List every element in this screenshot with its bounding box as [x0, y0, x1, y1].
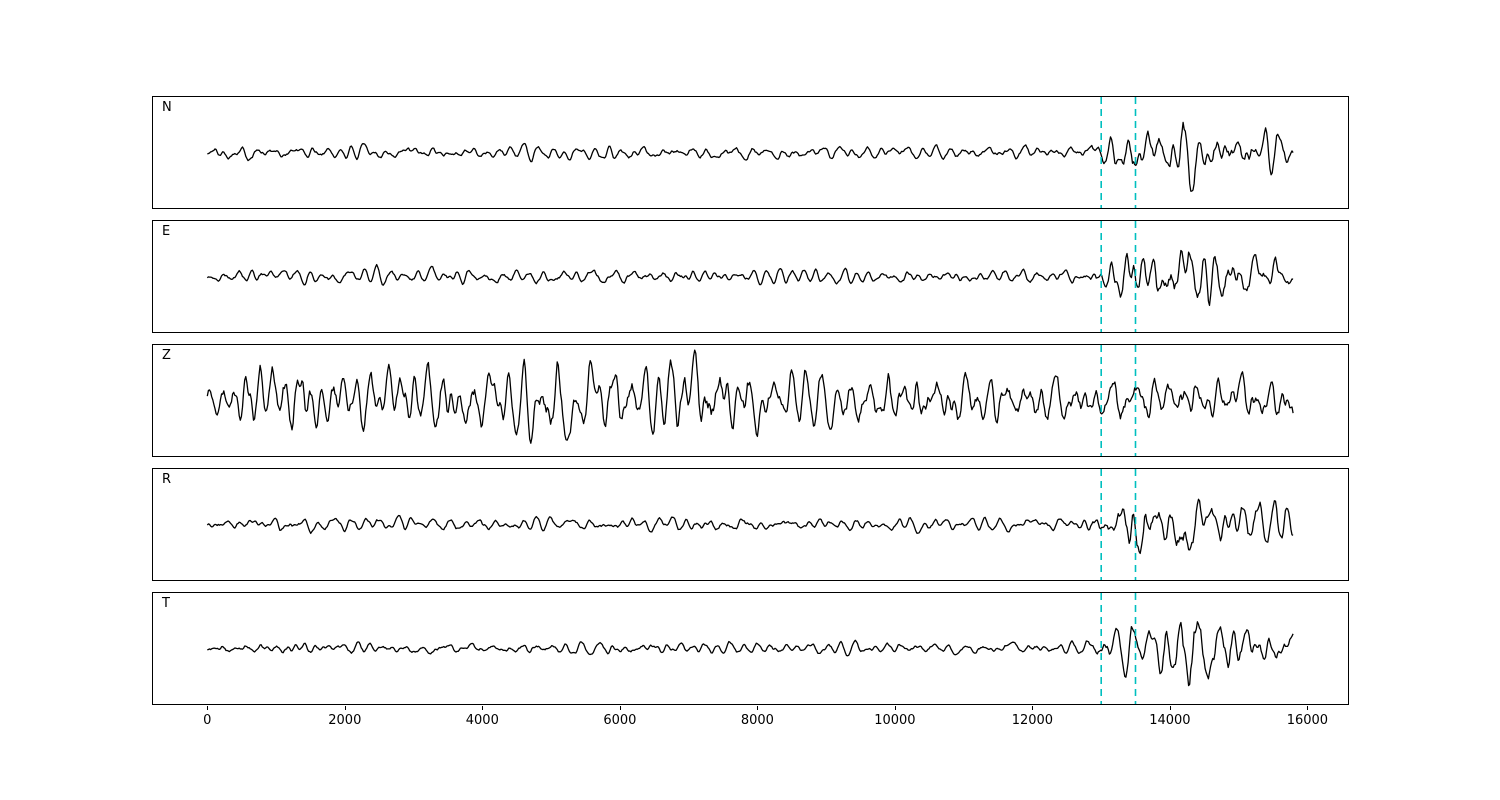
waveform-trace-Z [206, 349, 1294, 444]
trace-plot-R [206, 469, 1294, 580]
x-tick-mark [1032, 706, 1034, 710]
trace-plot-N [207, 97, 1294, 208]
x-tick-mark [344, 706, 346, 710]
x-tick-mark [482, 706, 484, 710]
x-tick-mark [894, 706, 896, 710]
x-tick-label: 14000 [1149, 713, 1191, 728]
x-tick-label: 6000 [603, 713, 637, 728]
panel-label-Z: Z [162, 348, 171, 363]
x-tick-label: 2000 [328, 713, 362, 728]
panel-E: E [152, 220, 1349, 333]
x-tick-label: 10000 [874, 713, 916, 728]
panel-label-E: E [162, 224, 171, 239]
x-tick-label: 16000 [1286, 713, 1329, 728]
waveform-trace-N [207, 121, 1294, 192]
x-tick-label: 4000 [465, 713, 499, 728]
panel-N: N [152, 96, 1349, 209]
panel-R: R [152, 468, 1349, 581]
waveform-trace-T [207, 621, 1294, 687]
x-tick-mark [757, 706, 759, 710]
trace-plot-T [207, 593, 1294, 704]
x-tick-mark [207, 706, 209, 710]
x-tick-label: 12000 [1011, 713, 1054, 728]
panel-Z: Z [152, 344, 1349, 457]
x-tick-mark [1169, 706, 1171, 710]
x-tick-mark [1307, 706, 1309, 710]
panel-label-R: R [162, 472, 172, 487]
trace-plot-Z [206, 345, 1294, 456]
trace-plot-E [206, 221, 1294, 332]
x-tick-mark [619, 706, 621, 710]
waveform-trace-E [206, 249, 1294, 307]
panel-label-T: T [162, 596, 170, 611]
panel-label-N: N [162, 100, 172, 115]
waveform-trace-R [206, 498, 1294, 555]
panel-T: T [152, 592, 1349, 705]
x-tick-label: 0 [203, 713, 212, 728]
x-tick-label: 8000 [740, 713, 774, 728]
